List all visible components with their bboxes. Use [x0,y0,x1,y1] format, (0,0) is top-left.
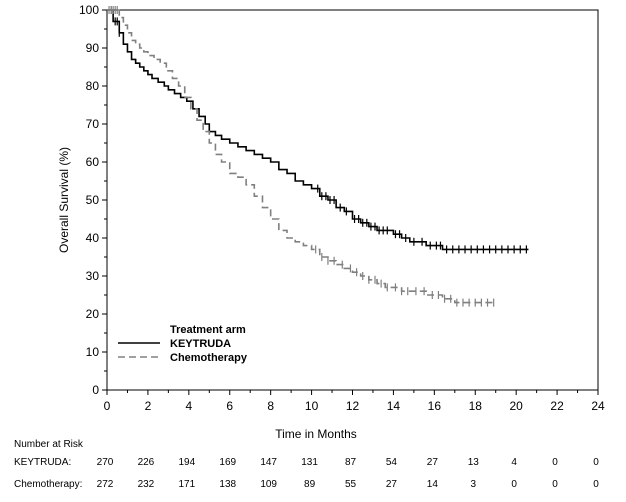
legend-title: Treatment arm [170,324,246,336]
x-tick-label: 12 [346,399,360,413]
risk-row-label-chemotherapy: Chemotherapy: [14,479,82,490]
x-tick-label: 4 [185,399,192,413]
risk-value-chemotherapy: 27 [386,479,398,490]
risk-value-chemotherapy: 89 [304,479,316,490]
y-tick-label: 20 [86,307,100,321]
x-tick-label: 20 [509,399,523,413]
y-tick-label: 90 [86,41,100,55]
y-tick-label: 0 [92,383,99,397]
series-line-keytruda [107,9,529,251]
risk-value-chemotherapy: 14 [427,479,439,490]
risk-value-keytruda: 194 [178,457,195,468]
legend-label-chemotherapy: Chemotherapy [170,352,248,364]
x-tick-label: 16 [428,399,442,413]
x-tick-label: 6 [226,399,233,413]
risk-value-keytruda: 0 [552,457,558,468]
risk-value-chemotherapy: 3 [470,479,476,490]
y-tick-label: 100 [79,3,99,17]
y-tick-label: 60 [86,155,100,169]
legend: Treatment arm KEYTRUDA Chemotherapy [118,324,248,364]
y-axis-title: Overall Survival (%) [57,147,71,253]
legend-label-keytruda: KEYTRUDA [170,338,231,350]
risk-value-keytruda: 0 [593,457,599,468]
y-tick-label: 80 [86,79,100,93]
y-tick-label: 10 [86,345,100,359]
risk-value-keytruda: 270 [97,457,114,468]
risk-value-chemotherapy: 109 [260,479,277,490]
risk-value-chemotherapy: 171 [178,479,195,490]
risk-value-chemotherapy: 0 [511,479,517,490]
y-axis: 0 10 20 30 40 50 60 70 80 90 100 [79,3,107,397]
risk-value-keytruda: 131 [301,457,318,468]
series-layer [107,6,529,307]
risk-value-chemotherapy: 0 [552,479,558,490]
x-tick-label: 18 [469,399,483,413]
risk-value-chemotherapy: 55 [345,479,357,490]
risk-value-chemotherapy: 272 [97,479,114,490]
risk-value-keytruda: 147 [260,457,277,468]
y-tick-label: 30 [86,269,100,283]
risk-value-keytruda: 87 [345,457,357,468]
x-tick-label: 22 [550,399,564,413]
risk-value-keytruda: 169 [219,457,236,468]
x-tick-label: 24 [591,399,605,413]
risk-row-label-keytruda: KEYTRUDA: [14,457,71,468]
risk-table-title: Number at Risk [14,439,84,450]
risk-value-chemotherapy: 232 [138,479,155,490]
risk-value-keytruda: 13 [468,457,480,468]
risk-value-chemotherapy: 0 [593,479,599,490]
risk-value-keytruda: 54 [386,457,398,468]
x-tick-label: 8 [267,399,274,413]
x-tick-label: 14 [387,399,401,413]
risk-value-keytruda: 27 [427,457,439,468]
y-tick-label: 70 [86,117,100,131]
x-tick-label: 10 [305,399,319,413]
risk-value-keytruda: 4 [511,457,517,468]
risk-value-keytruda: 226 [138,457,155,468]
x-tick-label: 0 [104,399,111,413]
risk-table: Number at Risk KEYTRUDA: Chemotherapy: 2… [14,439,599,490]
x-axis: 0 2 4 6 8 10 12 14 16 18 20 22 24 [104,390,605,413]
x-axis-title: Time in Months [275,427,357,441]
x-tick-label: 2 [145,399,152,413]
y-tick-label: 40 [86,231,100,245]
y-tick-label: 50 [86,193,100,207]
risk-value-chemotherapy: 138 [219,479,236,490]
series-line-chemotherapy [107,9,496,304]
